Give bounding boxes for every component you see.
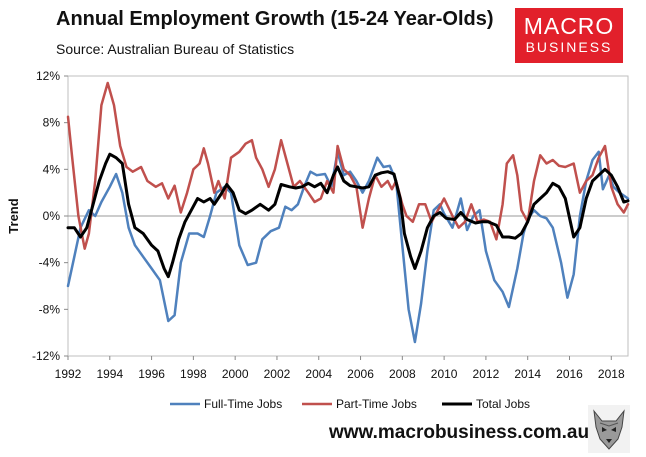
website-url: www.macrobusiness.com.au [329, 422, 590, 443]
chart-title: Annual Employment Growth (15-24 Year-Old… [56, 8, 494, 30]
x-tick-label: 1994 [96, 367, 123, 381]
y-tick-labels: -12% -8% -4% 0% 4% 8% 12% [32, 69, 60, 363]
x-tick-label: 2008 [389, 367, 416, 381]
x-tick-label: 2006 [347, 367, 374, 381]
legend-label: Full-Time Jobs [204, 397, 282, 411]
series-line-total-jobs [66, 152, 630, 279]
y-tick-label: 4% [43, 162, 61, 176]
y-tick-label: -4% [39, 256, 61, 270]
logo-text-bottom: BUSINESS [525, 39, 613, 55]
y-tick-label: -8% [39, 302, 61, 316]
x-tick-label: 2010 [431, 367, 458, 381]
y-tick-label: 12% [36, 69, 60, 83]
x-tick-label: 2018 [598, 367, 625, 381]
macrobusiness-logo: MACRO BUSINESS [515, 8, 623, 63]
wolf-mascot-icon [588, 405, 630, 453]
x-tick-label: 2000 [222, 367, 249, 381]
x-tick-label: 2002 [264, 367, 291, 381]
logo-text-top: MACRO [523, 13, 615, 39]
chart-legend: Full-Time Jobs Part-Time Jobs Total Jobs [170, 397, 530, 411]
x-tick-label: 2012 [473, 367, 500, 381]
x-tick-label: 1992 [55, 367, 82, 381]
x-tick-label: 2016 [556, 367, 583, 381]
x-tick-labels: 1992 1994 1996 1998 2000 2002 2004 2006 2008 2010… [55, 367, 625, 381]
x-tick-label: 2004 [305, 367, 332, 381]
x-tick-label: 1996 [138, 367, 165, 381]
y-tick-label: -12% [32, 349, 60, 363]
legend-label: Part-Time Jobs [336, 397, 417, 411]
y-tick-label: 8% [43, 116, 61, 130]
y-axis-label: Trend [6, 198, 21, 233]
chart-axes [64, 75, 629, 360]
x-tick-label: 1998 [180, 367, 207, 381]
x-tick-label: 2014 [514, 367, 541, 381]
chart-subtitle: Source: Australian Bureau of Statistics [56, 41, 295, 57]
y-tick-label: 0% [43, 209, 61, 223]
chart-series-lines [66, 81, 630, 344]
legend-label: Total Jobs [476, 397, 530, 411]
series-line-part-time-jobs [66, 81, 630, 250]
